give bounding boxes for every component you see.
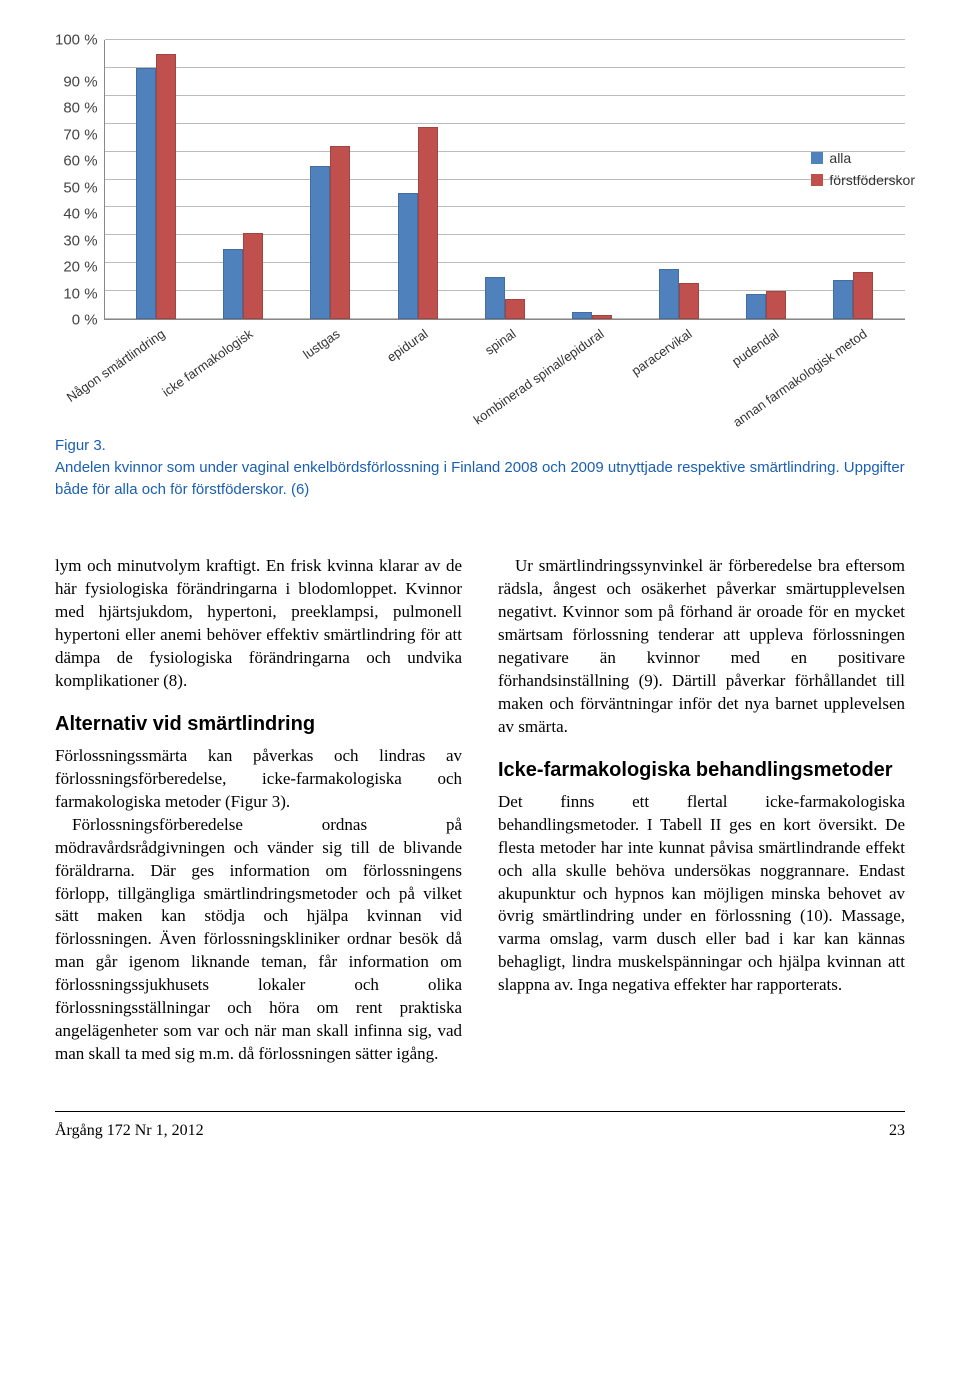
bar-group [200,40,287,319]
bar-group [461,40,548,319]
bar [418,127,438,320]
bar [330,146,350,319]
bar-chart: 100 %90 %80 %70 %60 %50 %40 %30 %20 %10 … [55,40,905,410]
x-tick-label: spinal [482,326,518,358]
footer-issue: Årgång 172 Nr 1, 2012 [55,1122,204,1140]
bar [505,299,525,319]
y-tick-label: 0 % [72,313,98,328]
y-tick-label: 70 % [63,127,97,142]
paragraph: Förlossningsförberedelse ordnas på mödra… [55,814,462,1066]
bar [659,269,679,319]
y-tick-label: 50 % [63,180,97,195]
figure-caption-text: Andelen kvinnor som under vaginal enkelb… [55,459,905,498]
y-tick-label: 30 % [63,233,97,248]
bar-group [113,40,200,319]
paragraph: Det finns ett flertal icke-farmakologisk… [498,791,905,997]
bar [833,280,853,319]
figure-caption: Figur 3. Andelen kvinnor som under vagin… [55,435,905,500]
paragraph: lym och minutvolym kraftigt. En frisk kv… [55,555,462,693]
bar-group [287,40,374,319]
legend-label: alla [829,150,851,166]
bar [592,315,612,319]
x-tick-label: pudendal [730,326,782,369]
y-tick-label: 60 % [63,154,97,169]
bar [572,312,592,319]
y-tick-label: 40 % [63,207,97,222]
bar-group [374,40,461,319]
bar [223,249,243,319]
legend-item-forstfoderskor: förstföderskor [811,172,915,188]
paragraph: Förlossningssmärta kan påverkas och lind… [55,745,462,814]
figure-number: Figur 3. [55,437,106,454]
bar [136,68,156,319]
y-tick-label: 10 % [63,286,97,301]
y-tick-label: 100 % [55,33,98,48]
bar [156,54,176,319]
legend-item-alla: alla [811,150,915,166]
page-footer: Årgång 172 Nr 1, 2012 23 [55,1111,905,1140]
column-left: lym och minutvolym kraftigt. En frisk kv… [55,555,462,1066]
y-tick-label: 80 % [63,101,97,116]
bar [243,233,263,319]
bar-group [635,40,722,319]
bar [766,291,786,319]
chart-plot-area [104,40,905,320]
x-tick-label: epidural [384,326,431,365]
bar-group [723,40,810,319]
bar [853,272,873,319]
x-tick-label: Någon smärtlindring [64,326,168,405]
section-heading: Alternativ vid smärtlindring [55,711,462,738]
bar [746,294,766,319]
column-right: Ur smärtlindringssynvinkel är förberedel… [498,555,905,1066]
chart-y-axis: 100 %90 %80 %70 %60 %50 %40 %30 %20 %10 … [55,40,104,320]
x-tick-label: lustgas [301,326,343,362]
section-heading: Icke-farmakologiska behandlingsmetoder [498,757,905,784]
legend-label: förstföderskor [829,172,915,188]
bar [398,193,418,319]
bar [679,283,699,319]
footer-page-number: 23 [889,1122,905,1140]
y-tick-label: 90 % [63,74,97,89]
bar [310,166,330,319]
paragraph: Ur smärtlindringssynvinkel är förberedel… [498,555,905,739]
bar [485,277,505,319]
chart-legend: alla förstföderskor [811,150,915,194]
article-body: lym och minutvolym kraftigt. En frisk kv… [55,555,905,1066]
y-tick-label: 20 % [63,260,97,275]
bar-group [548,40,635,319]
chart-x-axis: Någon smärtlindringicke farmakologisklus… [55,320,905,410]
